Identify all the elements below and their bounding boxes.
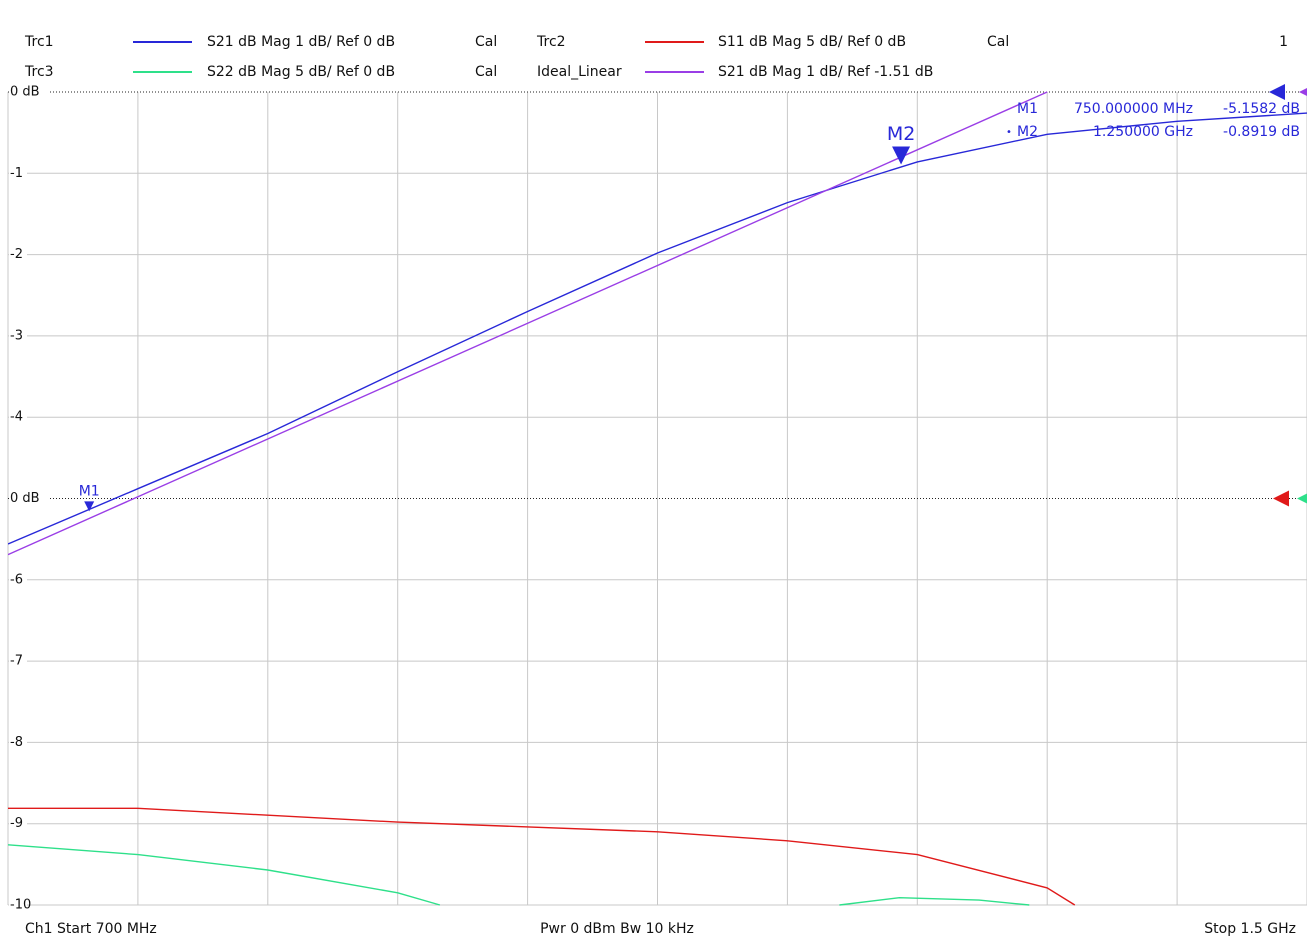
tick-label-bg [9, 571, 27, 588]
y-tick-label: 0 dB [10, 85, 40, 100]
trace-line [8, 112, 1307, 545]
trace-name: Trc3 [24, 64, 54, 80]
y-tick-label: -6 [10, 572, 23, 587]
trace-name: Trc1 [24, 34, 54, 50]
tick-label-bg [9, 327, 27, 344]
y-tick-label: -2 [10, 247, 23, 262]
trace-name: Trc2 [536, 34, 566, 50]
trace-status: Cal [475, 34, 497, 50]
marker-label: M2 [887, 123, 915, 145]
plot-area [8, 91, 1307, 906]
channel-tag: 1 [1279, 34, 1288, 50]
trace-line [8, 91, 1048, 556]
reference-arrow [1273, 490, 1289, 507]
trace-name: Ideal_Linear [537, 64, 622, 80]
readout-value: -0.8919 dB [1223, 124, 1300, 140]
footer-start: Ch1 Start 700 MHz [25, 921, 157, 937]
readout-label: M2 [1017, 124, 1038, 140]
tick-label-bg [9, 490, 49, 507]
y-tick-label: -10 [10, 898, 31, 913]
tick-label-bg [9, 653, 27, 670]
tick-label-bg [9, 165, 27, 182]
y-tick-label: -9 [10, 816, 23, 831]
footer-stop: Stop 1.5 GHz [1204, 921, 1296, 937]
y-tick-label: -1 [10, 166, 23, 181]
readout-label: M1 [1017, 101, 1038, 117]
y-tick-label: -7 [10, 654, 23, 669]
readout-x: 1.250000 GHz [1093, 124, 1193, 140]
marker-label: M1 [79, 483, 100, 499]
trace-status: Cal [987, 34, 1009, 50]
tick-label-bg [9, 897, 27, 913]
reference-arrow [1299, 88, 1307, 96]
tick-label-bg [9, 409, 27, 426]
tick-label-bg [9, 815, 27, 832]
y-tick-label: -3 [10, 328, 23, 343]
y-tick-label: -8 [10, 735, 23, 750]
reference-arrow [1297, 493, 1307, 504]
readout-value: -5.1582 dB [1223, 101, 1300, 117]
y-tick-label: 0 dB [10, 491, 40, 506]
trace-description: S21 dB Mag 1 dB/ Ref -1.51 dB [718, 64, 933, 80]
footer-power: Pwr 0 dBm Bw 10 kHz [540, 921, 694, 937]
reference-arrow [1269, 84, 1285, 100]
marker-triangle [892, 146, 911, 165]
tick-label-bg [9, 84, 49, 100]
tick-label-bg [9, 734, 27, 751]
trace-line [8, 807, 1076, 906]
active-dot: • [1006, 127, 1012, 138]
trace-description: S21 dB Mag 1 dB/ Ref 0 dB [207, 34, 395, 50]
trace-description: S11 dB Mag 5 dB/ Ref 0 dB [718, 34, 906, 50]
trace-line [8, 844, 1030, 906]
readout-x: 750.000000 MHz [1074, 101, 1193, 117]
marker-triangle [84, 501, 95, 512]
trace-status: Cal [475, 64, 497, 80]
trace-description: S22 dB Mag 5 dB/ Ref 0 dB [207, 64, 395, 80]
y-tick-label: -4 [10, 410, 23, 425]
tick-label-bg [9, 246, 27, 263]
